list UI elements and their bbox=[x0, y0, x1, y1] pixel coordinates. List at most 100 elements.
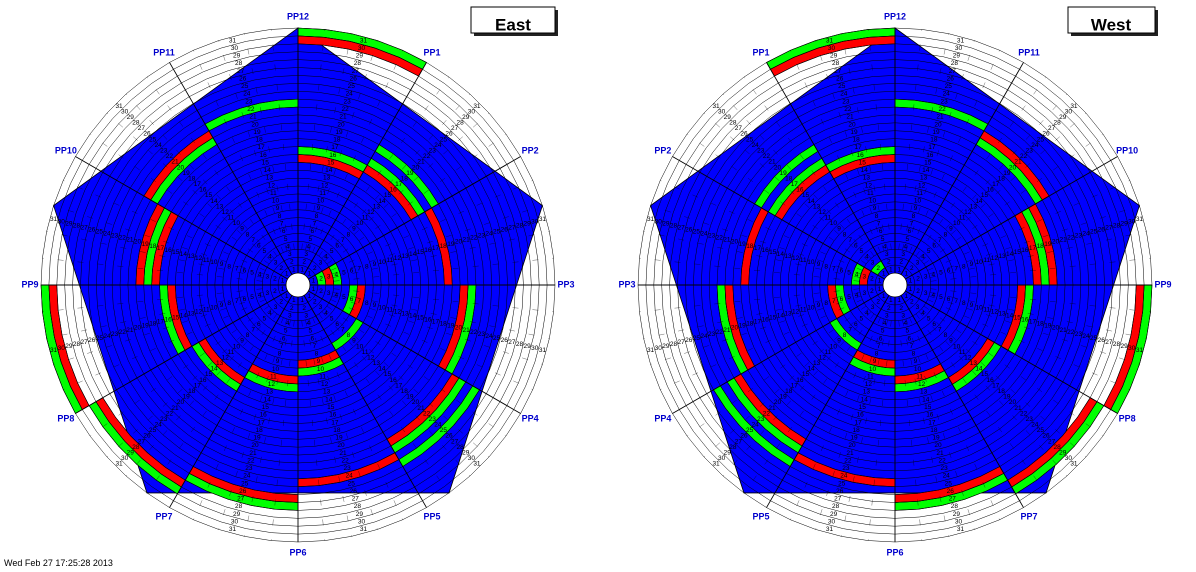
row-number: 15 bbox=[1014, 314, 1022, 321]
row-number: 18 bbox=[401, 175, 409, 182]
sector-label-pp5: PP5 bbox=[423, 511, 440, 521]
row-number: 14 bbox=[861, 396, 869, 403]
row-number: 5 bbox=[330, 248, 334, 255]
row-number: 20 bbox=[177, 399, 185, 406]
sub-divider bbox=[660, 180, 863, 271]
row-number: 26 bbox=[501, 337, 509, 344]
row-number: 14 bbox=[378, 198, 386, 205]
row-number: 29 bbox=[830, 511, 838, 518]
row-number: 15 bbox=[924, 404, 932, 411]
sector-label-pp4: PP4 bbox=[654, 413, 671, 423]
row-number: 18 bbox=[401, 388, 409, 395]
row-number: 24 bbox=[1031, 142, 1039, 149]
row-number: 16 bbox=[1021, 317, 1029, 324]
sub-divider bbox=[643, 292, 861, 339]
row-number: 10 bbox=[869, 198, 877, 205]
row-number: 1 bbox=[300, 297, 304, 304]
row-number: 23 bbox=[245, 98, 253, 105]
row-number: 14 bbox=[1006, 312, 1014, 319]
row-number: 27 bbox=[834, 68, 842, 75]
row-number: 9 bbox=[817, 302, 821, 309]
row-number: 11 bbox=[800, 306, 807, 313]
sub-divider bbox=[318, 313, 450, 494]
row-number: 5 bbox=[342, 294, 346, 301]
row-number: 19 bbox=[1003, 394, 1011, 401]
row-number: 21 bbox=[936, 450, 944, 457]
row-number: 17 bbox=[395, 181, 403, 188]
row-number: 12 bbox=[819, 354, 827, 361]
row-number: 26 bbox=[1042, 433, 1050, 440]
row-number: 14 bbox=[777, 312, 785, 319]
row-number: 10 bbox=[272, 198, 280, 205]
row-number: 4 bbox=[855, 292, 859, 299]
row-number: 27 bbox=[237, 68, 245, 75]
row-number: 22 bbox=[423, 410, 431, 417]
row-number: 30 bbox=[121, 455, 129, 462]
row-number: 27 bbox=[352, 496, 360, 503]
row-number: 3 bbox=[304, 312, 308, 319]
sector-label-pp9: PP9 bbox=[21, 279, 38, 289]
row-number: 23 bbox=[111, 233, 119, 240]
sub-divider bbox=[270, 320, 295, 541]
row-number: 4 bbox=[258, 271, 262, 278]
row-number: 27 bbox=[237, 496, 245, 503]
row-number: 26 bbox=[143, 131, 151, 138]
row-number: 14 bbox=[409, 312, 417, 319]
row-number: 10 bbox=[378, 259, 386, 266]
row-number: 3 bbox=[901, 251, 905, 258]
row-number: 29 bbox=[724, 114, 732, 121]
west-wheel: 1234567891011121314151617181920212223242… bbox=[618, 11, 1171, 557]
row-number: 30 bbox=[231, 45, 239, 52]
row-number: 24 bbox=[485, 333, 493, 340]
row-number: 24 bbox=[243, 91, 251, 98]
sub-divider bbox=[921, 308, 1087, 458]
row-number: 2 bbox=[899, 305, 903, 312]
row-number: 26 bbox=[239, 488, 247, 495]
row-number: 11 bbox=[916, 190, 923, 197]
sector-divider bbox=[672, 156, 885, 280]
sector-divider bbox=[766, 62, 890, 275]
row-number: 26 bbox=[1098, 226, 1106, 233]
sub-divider bbox=[790, 50, 881, 253]
row-number: 21 bbox=[846, 114, 854, 121]
row-number: 21 bbox=[723, 237, 731, 244]
sector-label-pp12: PP12 bbox=[287, 11, 309, 21]
row-number: 27 bbox=[949, 68, 957, 75]
row-number: 9 bbox=[373, 261, 377, 268]
row-number: 23 bbox=[1026, 416, 1034, 423]
row-number: 20 bbox=[1052, 325, 1060, 332]
row-number: 14 bbox=[210, 198, 218, 205]
sub-divider bbox=[743, 313, 875, 494]
row-number: 30 bbox=[121, 108, 129, 115]
row-number: 31 bbox=[647, 347, 655, 354]
row-number: 26 bbox=[350, 75, 358, 82]
row-number: 3 bbox=[274, 259, 278, 266]
row-number: 8 bbox=[875, 213, 879, 220]
row-number: 4 bbox=[268, 310, 272, 317]
row-number: 20 bbox=[848, 121, 856, 128]
sector-divider bbox=[672, 290, 885, 414]
sub-divider bbox=[923, 305, 1104, 437]
row-number: 8 bbox=[962, 263, 966, 270]
sub-divider bbox=[650, 295, 862, 365]
row-number: 29 bbox=[462, 449, 470, 456]
row-number: 13 bbox=[401, 310, 409, 317]
row-number: 4 bbox=[258, 292, 262, 299]
row-number: 21 bbox=[417, 405, 425, 412]
row-number: 9 bbox=[276, 358, 280, 365]
row-number: 14 bbox=[861, 167, 869, 174]
sub-divider bbox=[841, 33, 888, 251]
row-number: 10 bbox=[356, 220, 364, 227]
row-number: 17 bbox=[928, 419, 936, 426]
row-number: 13 bbox=[784, 310, 792, 317]
row-number: 26 bbox=[947, 488, 955, 495]
row-number: 22 bbox=[166, 410, 174, 417]
row-number: 31 bbox=[539, 216, 547, 223]
row-number: 10 bbox=[233, 343, 241, 350]
row-number: 28 bbox=[1054, 120, 1062, 127]
row-number: 5 bbox=[847, 294, 851, 301]
row-number: 2 bbox=[910, 299, 914, 306]
sub-divider bbox=[46, 292, 264, 339]
row-number: 5 bbox=[881, 328, 885, 335]
